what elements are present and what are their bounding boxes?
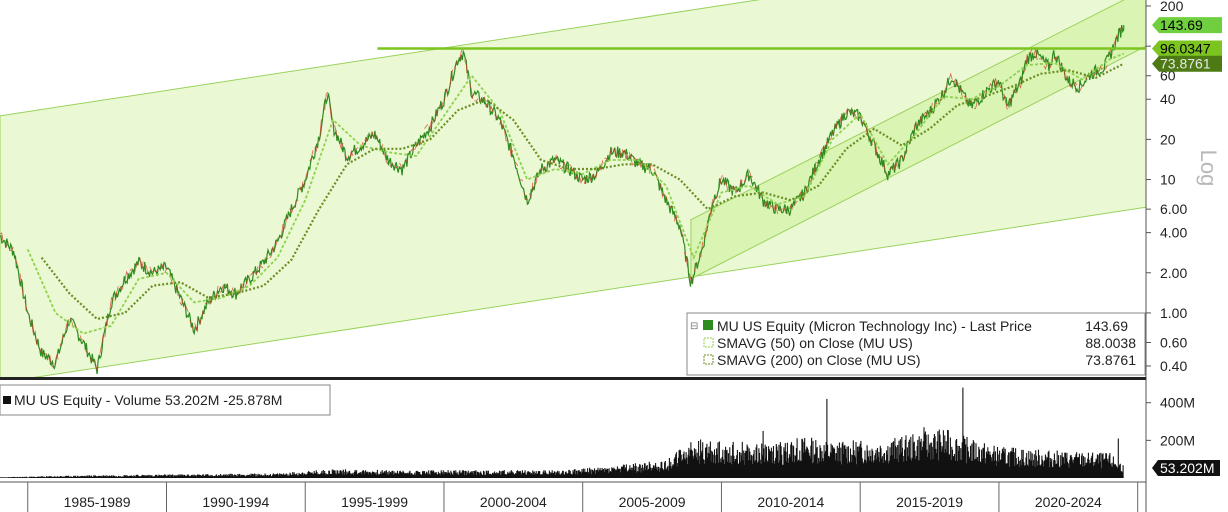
- x-tick-label: 2015-2019: [896, 494, 963, 510]
- y-tick-label: 60: [1160, 68, 1176, 84]
- volume-tick-label: 200M: [1160, 432, 1195, 448]
- y-axis-label: Log: [1196, 150, 1221, 187]
- legend-label-last-price: MU US Equity (Micron Technology Inc) - L…: [717, 318, 1032, 334]
- y-tick-label: 20: [1160, 131, 1176, 147]
- legend-expander-icon: ⊟: [690, 321, 698, 332]
- y-tick-label: 2.00: [1160, 265, 1187, 281]
- series-sma200: [40, 62, 1125, 321]
- legend-label-sma50: SMAVG (50) on Close (MU US): [717, 335, 913, 351]
- x-tick-label: 1990-1994: [202, 494, 269, 510]
- legend-swatch-sma200: [703, 354, 714, 365]
- panel-divider[interactable]: [0, 377, 1146, 380]
- legend-value-sma200: 73.8761: [1085, 352, 1136, 368]
- volume-tick-label: 400M: [1160, 395, 1195, 411]
- price-tag-box: [1152, 40, 1222, 57]
- y-tick-label: 1.00: [1160, 305, 1187, 321]
- x-tick-label: 1985-1989: [64, 494, 131, 510]
- volume-last-tag-box: [1152, 459, 1220, 476]
- volume-legend-box: [0, 384, 331, 416]
- x-tick-label: 2005-2009: [619, 494, 686, 510]
- volume-last-tag: 53.202M: [1152, 459, 1220, 476]
- y-tick-label: 40: [1160, 91, 1176, 107]
- series-last-price: [0, 24, 1125, 375]
- x-axis: 1985-1989 1990-1994 1995-1999 2000-2004 2005…: [0, 481, 1146, 512]
- price-tag-label: 143.69: [1160, 17, 1203, 33]
- y-tick-label: 200: [1160, 0, 1184, 14]
- legend-swatch-sma50: [703, 337, 714, 348]
- legend-swatch-last-price: [703, 320, 713, 330]
- price-tag-box: [1152, 17, 1222, 34]
- volume-legend: MU US Equity - Volume 53.202M -25.878M: [0, 384, 331, 416]
- y-tick-label: 6.00: [1160, 201, 1187, 217]
- channel-post-2009: [690, 0, 1146, 280]
- volume-histogram: [0, 387, 1124, 478]
- legend-value-last-price: 143.69: [1085, 318, 1128, 334]
- volume-bars: [0, 387, 1124, 478]
- x-tick-label: 1995-1999: [341, 494, 408, 510]
- legend-box: [686, 312, 1146, 376]
- x-tick-label: 2000-2004: [480, 494, 547, 510]
- volume-legend-label: MU US Equity - Volume 53.202M -25.878M: [14, 392, 282, 408]
- volume-legend-swatch: [3, 396, 11, 404]
- y-tick-label: 10: [1160, 172, 1176, 188]
- legend: ⊟ MU US Equity (Micron Technology Inc) -…: [686, 312, 1146, 376]
- series-sma50: [26, 52, 1125, 335]
- price-tag-box: [1152, 55, 1222, 72]
- price-tag-label: 96.0347: [1160, 40, 1211, 56]
- legend-label-sma200: SMAVG (200) on Close (MU US): [717, 352, 921, 368]
- price-tag: 96.0347: [1152, 40, 1222, 57]
- channel-long-term: [0, 0, 1146, 377]
- y-tick-label: 4.00: [1160, 225, 1187, 241]
- y-tick-label: 0.40: [1160, 358, 1187, 374]
- price-tag: 73.8761: [1152, 55, 1222, 72]
- price-tag: 143.69: [1152, 17, 1222, 34]
- price-tag-label: 73.8761: [1160, 56, 1211, 72]
- y-tick-label: 0.60: [1160, 335, 1187, 351]
- volume-axis-ticks: 400M 200M 53.202M: [1146, 395, 1220, 476]
- x-tick-label: 2020-2024: [1035, 494, 1102, 510]
- price-series-lines: [0, 24, 1125, 375]
- x-tick-label: 2010-2014: [757, 494, 824, 510]
- legend-value-sma50: 88.0038: [1085, 335, 1136, 351]
- volume-last-tag-label: 53.202M: [1160, 460, 1214, 476]
